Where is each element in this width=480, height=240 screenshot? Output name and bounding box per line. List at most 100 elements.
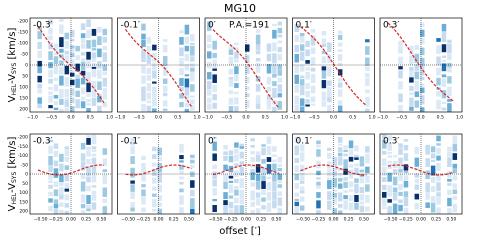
x-tick-label: 0.5 (349, 115, 356, 121)
spectrum-cell (228, 45, 234, 50)
spectrum-cell (179, 207, 184, 214)
spectrum-cell (70, 53, 75, 58)
y-tick-label: 0 (25, 63, 28, 69)
spectrum-cell (59, 209, 64, 214)
spectrum-cell (239, 178, 245, 189)
spectrum-cell (294, 136, 299, 143)
spectrum-cell (354, 178, 359, 183)
spectrum-cell (130, 184, 135, 192)
spectrum-cell (59, 153, 64, 162)
spectrum-cell (80, 77, 86, 85)
spectrum-cell (299, 75, 305, 79)
spectrum-cell (91, 157, 97, 165)
spectrum-cell (387, 135, 392, 141)
spectrum-cell (184, 74, 190, 77)
spectrum-cell (64, 100, 70, 107)
spectrum-cell (179, 60, 184, 67)
spectrum-cell (80, 33, 86, 38)
spectrum-cell (365, 46, 370, 55)
annotation: P.A.=191 (229, 21, 269, 31)
spectrum-cell (59, 108, 64, 112)
spectrum-cell (70, 70, 75, 73)
panel: 0.3′ −0.50 −0.25 0.00 0.25 0.50 (379, 133, 463, 223)
panel-label: -0.3′ (33, 137, 53, 147)
spectrum-cell (447, 170, 452, 178)
spectrum-cell (64, 32, 70, 40)
spectrum-cell (299, 106, 305, 112)
spectrum-cell (272, 191, 277, 200)
spectrum-cell (152, 62, 157, 70)
spectrum-cell (409, 66, 414, 71)
y-axis-label-part: SYS (11, 172, 18, 183)
spectrum-cell (212, 102, 217, 109)
spectrum-cell (86, 158, 91, 165)
spectrum-cell (398, 157, 403, 164)
spectrum-cell (414, 63, 420, 71)
spectrum-cell (310, 35, 316, 46)
y-axis-label-part: SYS (11, 63, 18, 74)
spectrum-cell (337, 62, 343, 67)
spectrum-cell (447, 62, 452, 68)
spectrum-cell (299, 144, 305, 152)
spectrum-cell (48, 174, 53, 180)
spectrum-cell (255, 154, 261, 162)
spectrum-cell (452, 163, 458, 169)
spectrum-cell (250, 144, 255, 148)
spectrum-cell (86, 150, 91, 157)
spectrum-cell (152, 52, 157, 59)
model-curve (37, 25, 105, 104)
spectrum-cell (272, 73, 277, 78)
y-tick-label: 50 (22, 74, 28, 80)
spectrum-cell (255, 151, 261, 155)
spectrum-cell (48, 51, 53, 61)
panel-label: 0.3′ (383, 137, 399, 147)
spectrum-cell (80, 181, 86, 192)
spectrum-cell (228, 155, 234, 163)
spectrum-cell (294, 45, 299, 53)
spectrum-cell (398, 66, 403, 70)
spectrum-cell (59, 89, 64, 99)
spectrum-cell (234, 83, 239, 88)
spectrum-cell (398, 70, 403, 79)
spectrum-cell (64, 107, 70, 112)
spectrum-cell (141, 65, 146, 74)
x-tick-label: 0.5 (437, 115, 444, 121)
panel-frame (379, 133, 463, 215)
spectrum-cell (146, 67, 152, 75)
spectrum-cell (365, 66, 370, 72)
spectrum-cell (53, 107, 59, 111)
spectrum-cell (321, 101, 327, 107)
spectrum-cell (146, 54, 152, 64)
x-tick-label: −1.0 (27, 115, 38, 121)
spectrum-cell (80, 61, 86, 71)
spectrum-cell (75, 63, 80, 72)
spectrum-cell (272, 88, 277, 98)
spectrum-cell (321, 80, 327, 89)
spectrum-cell (310, 96, 316, 103)
spectrum-cell (152, 59, 157, 62)
spectrum-cell (266, 202, 272, 212)
spectrum-cell (337, 136, 343, 143)
x-tick-label: 0.50 (359, 217, 369, 223)
spectrum-cell (294, 35, 299, 42)
spectrum-cell (91, 59, 97, 62)
spectrum-cell (146, 92, 152, 100)
spectrum-cell (310, 73, 316, 83)
spectrum-cell (447, 103, 452, 112)
spectrum-cell (348, 164, 354, 168)
spectrum-cell (141, 59, 146, 63)
panel-label: -0.1′ (121, 21, 141, 31)
spectrum-cell (348, 202, 354, 211)
spectrum-cell (152, 81, 157, 84)
spectrum-cell (190, 189, 195, 197)
spectrum-cell (365, 176, 370, 183)
spectrum-cell (255, 62, 261, 73)
spectrum-cell (245, 76, 250, 84)
spectrum-cell (452, 189, 458, 195)
spectrum-cell (294, 206, 299, 214)
spectrum-cell (255, 192, 261, 198)
spectrum-cell (207, 51, 212, 59)
spectrum-cell (337, 54, 343, 61)
spectrum-cell (365, 195, 370, 203)
spectrum-cell (261, 175, 266, 182)
